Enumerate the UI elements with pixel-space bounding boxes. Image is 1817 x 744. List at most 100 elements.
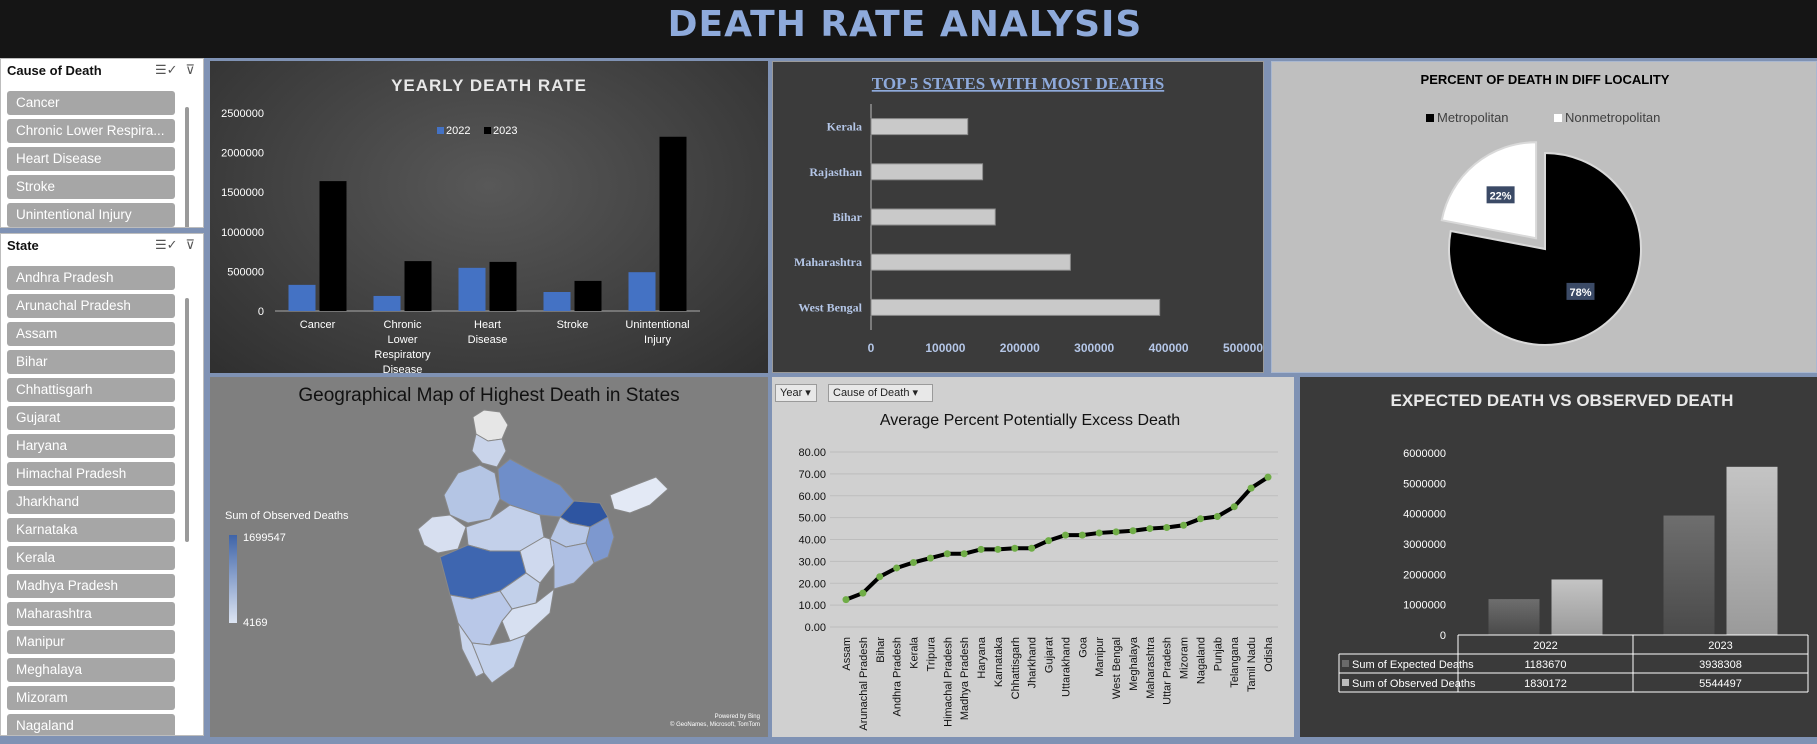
map-region-rajasthan[interactable] — [443, 464, 501, 524]
x-tick-label: Telangana — [1229, 636, 1241, 688]
data-point[interactable] — [876, 573, 884, 581]
slicer-scrollbar[interactable] — [185, 107, 189, 227]
bar-2023[interactable] — [659, 136, 687, 311]
x-tick-label: 500000 — [1223, 341, 1263, 355]
data-point[interactable] — [910, 558, 918, 566]
slicer-item[interactable]: Heart Disease — [7, 147, 175, 171]
data-point[interactable] — [1247, 484, 1255, 492]
bar[interactable] — [870, 253, 1071, 271]
category-label: Chronic Lower Respiratory Disease — [374, 319, 431, 373]
map-region-andhra-pradesh[interactable] — [501, 587, 555, 642]
bar[interactable] — [1488, 599, 1540, 635]
slicer-item[interactable]: Madhya Pradesh — [7, 574, 175, 598]
bar[interactable] — [870, 208, 996, 226]
slicer-item[interactable]: Assam — [7, 322, 175, 346]
slicer-item[interactable]: Chronic Lower Respira... — [7, 119, 175, 143]
bar-2022[interactable] — [628, 272, 656, 311]
data-point[interactable] — [1112, 528, 1120, 536]
bar[interactable] — [1663, 515, 1715, 635]
slicer-state[interactable]: State ☰✓ ⊽ Andhra Pradesh Arunachal Prades… — [0, 233, 204, 736]
bar[interactable] — [870, 118, 969, 136]
multi-select-icon[interactable]: ☰✓ — [154, 62, 178, 77]
data-point[interactable] — [1213, 513, 1221, 521]
data-point[interactable] — [1045, 537, 1053, 545]
bar[interactable] — [870, 163, 984, 181]
clear-filter-icon[interactable]: ⊽ — [185, 237, 195, 252]
slicer-item[interactable]: Himachal Pradesh — [7, 462, 175, 486]
data-point[interactable] — [1146, 525, 1154, 533]
data-point[interactable] — [943, 550, 951, 558]
slicer-item[interactable]: Nagaland — [7, 714, 175, 735]
bar[interactable] — [870, 298, 1161, 316]
bar-2023[interactable] — [404, 261, 432, 311]
slicer-item[interactable]: Meghalaya — [7, 658, 175, 682]
slicer-item[interactable]: Manipur — [7, 630, 175, 654]
slicer-item[interactable]: Jharkhand — [7, 490, 175, 514]
y-tick-label: 2000000 — [221, 148, 264, 160]
map-region[interactable] — [471, 433, 507, 468]
slicer-item[interactable]: Stroke — [7, 175, 175, 199]
data-label: 22% — [1490, 190, 1512, 202]
bar-2023[interactable] — [319, 181, 347, 311]
slicer-item[interactable]: Gujarat — [7, 406, 175, 430]
data-point[interactable] — [1180, 521, 1188, 529]
x-tick-label: 200000 — [1000, 341, 1040, 355]
map-region-northeast[interactable] — [609, 476, 669, 514]
x-tick-label: 300000 — [1074, 341, 1114, 355]
data-point[interactable] — [1230, 503, 1238, 511]
slicer-item[interactable]: Arunachal Pradesh — [7, 294, 175, 318]
slicer-item[interactable]: Cancer — [7, 91, 175, 115]
map-region-gujarat[interactable] — [417, 514, 467, 554]
map-region-tamil-nadu[interactable] — [471, 634, 527, 684]
map-region-kerala[interactable] — [457, 622, 485, 678]
data-point[interactable] — [1078, 531, 1086, 539]
slicer-item[interactable]: Mizoram — [7, 686, 175, 710]
slicer-header: Cause of Death — [7, 63, 102, 78]
data-point[interactable] — [1095, 529, 1103, 537]
slicer-item[interactable]: Bihar — [7, 350, 175, 374]
india-map[interactable]: Powered by Bing © GeoNames, Microsoft, T… — [210, 377, 768, 737]
map-region-odisha[interactable] — [549, 538, 595, 590]
data-point[interactable] — [977, 545, 985, 553]
table-row-label: Sum of Observed Deaths — [1352, 678, 1476, 690]
slicer-item[interactable]: Kerala — [7, 546, 175, 570]
data-point[interactable] — [1196, 515, 1204, 523]
cause-filter-button[interactable]: Cause of Death ▾ — [828, 384, 934, 402]
data-point[interactable] — [893, 564, 901, 572]
bar-2022[interactable] — [543, 291, 571, 311]
map-region-karnataka[interactable] — [449, 590, 513, 646]
slicer-item[interactable]: Unintentional Injury — [7, 203, 175, 227]
bar-2022[interactable] — [288, 284, 316, 311]
x-tick-label: Haryana — [976, 636, 988, 678]
table-cell: 5544497 — [1699, 678, 1742, 690]
slicer-item[interactable]: Chhattisgarh — [7, 378, 175, 402]
bar-2022[interactable] — [458, 267, 486, 311]
slicer-item[interactable]: Andhra Pradesh — [7, 266, 175, 290]
bar-2022[interactable] — [373, 295, 401, 311]
data-point[interactable] — [1129, 527, 1137, 535]
bar[interactable] — [1551, 579, 1603, 635]
slicer-scrollbar[interactable] — [185, 298, 189, 542]
data-point[interactable] — [842, 596, 850, 604]
data-point[interactable] — [994, 545, 1002, 553]
data-point[interactable] — [1028, 544, 1036, 552]
clear-filter-icon[interactable]: ⊽ — [185, 62, 195, 77]
bar-2023[interactable] — [489, 261, 517, 311]
data-point[interactable] — [1264, 473, 1272, 481]
slicer-cause-of-death[interactable]: Cause of Death ☰✓ ⊽ Cancer Chronic Lower R… — [0, 58, 204, 228]
data-point[interactable] — [859, 589, 867, 597]
slicer-item[interactable]: Maharashtra — [7, 602, 175, 626]
bar-2023[interactable] — [574, 280, 602, 311]
slicer-item[interactable]: Haryana — [7, 434, 175, 458]
data-point[interactable] — [1011, 544, 1019, 552]
multi-select-icon[interactable]: ☰✓ — [154, 237, 178, 252]
bar[interactable] — [1726, 466, 1778, 635]
data-point[interactable] — [1061, 531, 1069, 539]
data-point[interactable] — [1163, 523, 1171, 531]
data-point[interactable] — [960, 550, 968, 558]
data-point[interactable] — [926, 554, 934, 562]
year-filter-button[interactable]: Year ▾ — [775, 384, 817, 402]
slicer-item[interactable]: Karnataka — [7, 518, 175, 542]
x-tick-label: Gujarat — [1044, 637, 1056, 673]
excess-death-line-chart: Average Percent Potentially Excess Death… — [798, 412, 1278, 731]
